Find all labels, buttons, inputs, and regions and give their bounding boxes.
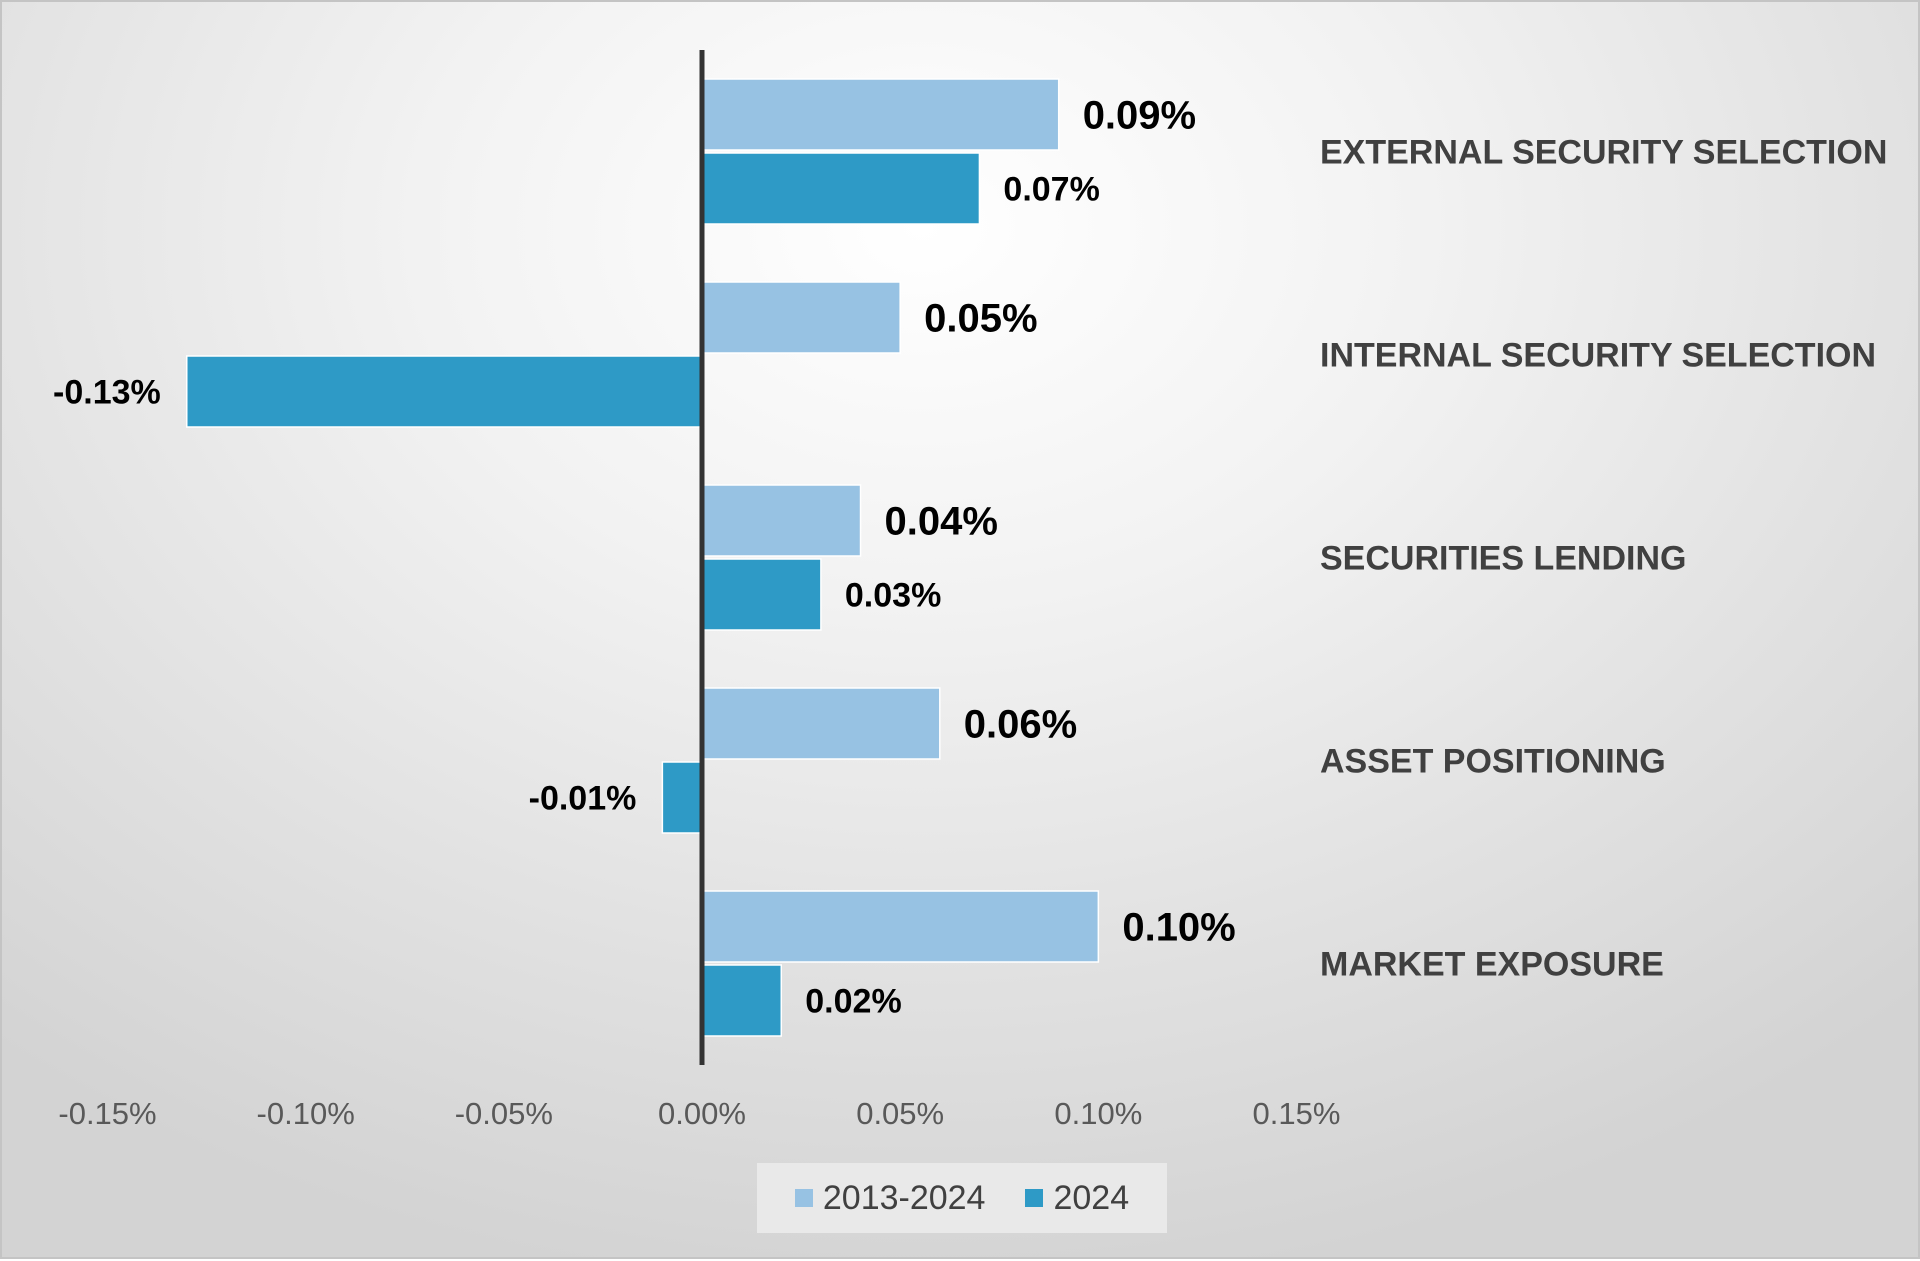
value-label-market-exposure-2013-2024: 0.10% [1122,906,1235,950]
axis-layer: -0.15% -0.10% -0.05% 0.00% 0.05% 0.10% 0.15% [58,50,1340,1131]
bar-internal-security-selection-2013-2024 [701,281,901,354]
labels-layer: 0.09% 0.07% EXTERNAL SECURITY SELECTION 0.0… [53,94,1887,1021]
bar-market-exposure-2024 [701,964,783,1037]
legend-item-0: 2013-2024 [794,1178,986,1218]
legend-swatch-2013-2024 [794,1189,813,1207]
value-label-securities-lending-2024: 0.03% [845,576,941,614]
value-label-market-exposure-2024: 0.02% [805,982,901,1020]
x-tick-label: -0.10% [257,1096,355,1131]
value-label-internal-security-selection-2013-2024: 0.05% [924,297,1037,341]
value-label-securities-lending-2013-2024: 0.04% [885,500,998,544]
bar-external-security-selection-2013-2024 [701,78,1060,151]
category-label-external-security-selection: EXTERNAL SECURITY SELECTION [1320,134,1887,172]
x-tick-label: -0.05% [455,1096,553,1131]
bars-layer [186,78,1100,1037]
category-label-asset-positioning: ASSET POSITIONING [1320,743,1666,781]
bar-external-security-selection-2024 [701,152,981,225]
legend-label-2024: 2024 [1053,1178,1130,1217]
bar-market-exposure-2013-2024 [701,890,1100,963]
bar-internal-security-selection-2024 [186,355,703,428]
bar-securities-lending-2024 [701,558,822,631]
value-label-asset-positioning-2024: -0.01% [529,779,637,817]
x-tick-label: 0.10% [1054,1096,1142,1131]
bar-asset-positioning-2024 [661,761,703,834]
category-label-internal-security-selection: INTERNAL SECURITY SELECTION [1320,337,1876,375]
x-tick-label: -0.15% [58,1096,156,1131]
value-label-external-security-selection-2013-2024: 0.09% [1083,94,1196,138]
x-tick-label: 0.05% [856,1096,944,1131]
legend-swatch-2024 [1025,1189,1044,1207]
category-label-market-exposure: MARKET EXPOSURE [1320,946,1664,984]
bar-asset-positioning-2013-2024 [701,687,941,760]
category-label-securities-lending: SECURITIES LENDING [1320,540,1686,578]
legend-item-1: 2024 [1025,1179,1129,1218]
value-label-asset-positioning-2013-2024: 0.06% [964,703,1077,747]
value-label-internal-security-selection-2024: -0.13% [53,373,161,411]
legend-label-2013-2024: 2013-2024 [822,1178,986,1217]
x-tick-label: 0.00% [658,1096,746,1131]
value-label-external-security-selection-2024: 0.07% [1003,170,1099,208]
legend: 2013-2024 2024 [757,1163,1167,1233]
x-tick-label: 0.15% [1253,1096,1341,1131]
bar-securities-lending-2013-2024 [701,484,862,557]
